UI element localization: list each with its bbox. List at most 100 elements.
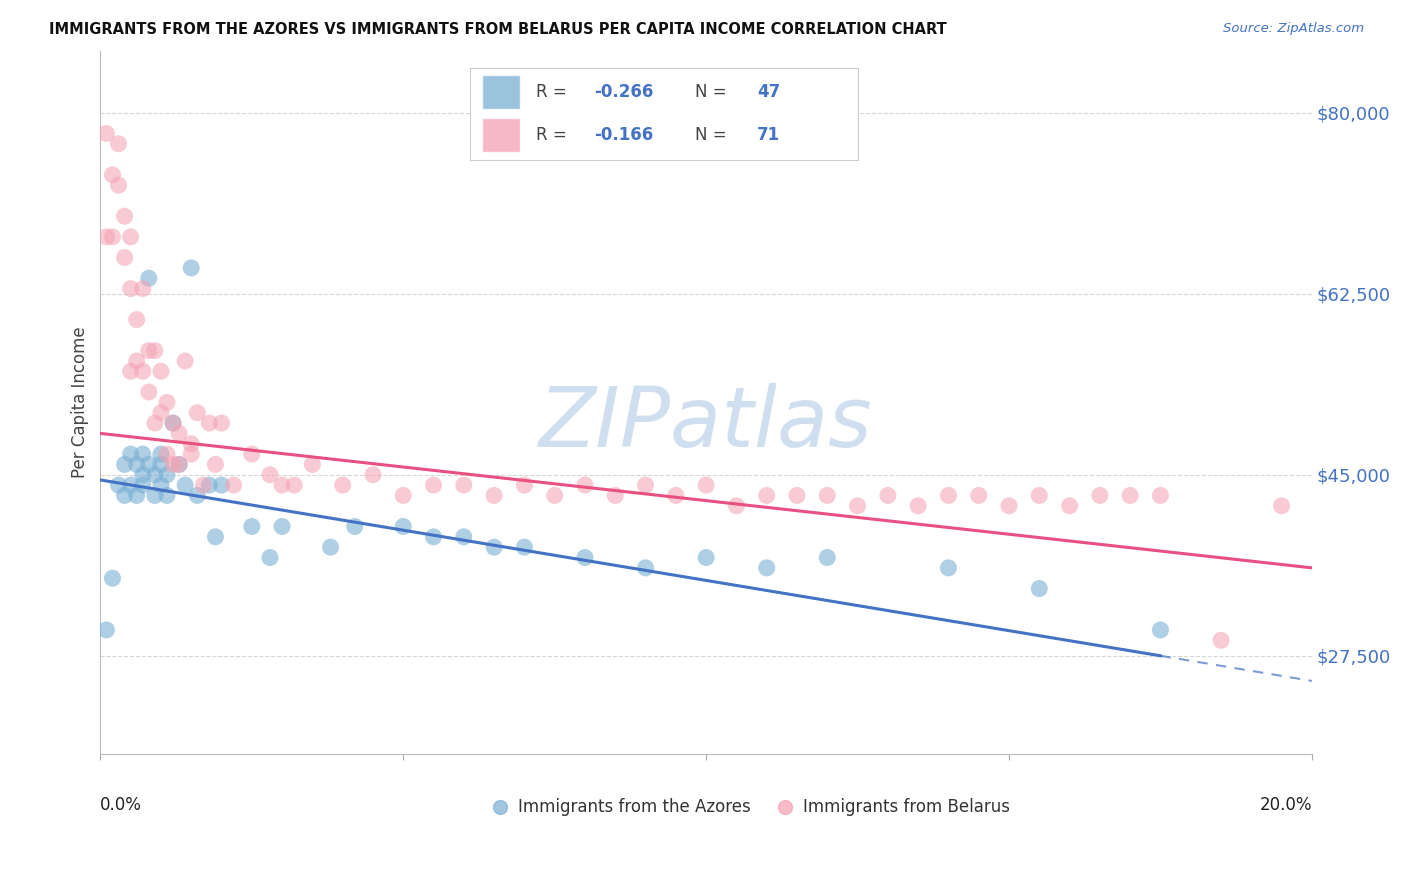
Text: 0.0%: 0.0% — [100, 797, 142, 814]
Point — [143, 467, 166, 482]
Point — [114, 458, 136, 472]
Point — [574, 550, 596, 565]
Point — [198, 478, 221, 492]
Point — [138, 384, 160, 399]
Point — [114, 209, 136, 223]
Point — [174, 354, 197, 368]
Point — [319, 540, 342, 554]
Point — [167, 458, 190, 472]
Point — [1149, 488, 1171, 502]
Point — [162, 458, 184, 472]
Point — [605, 488, 627, 502]
Point — [125, 354, 148, 368]
Point — [186, 406, 208, 420]
Point — [193, 478, 215, 492]
Point — [301, 458, 323, 472]
Point — [167, 458, 190, 472]
Point — [120, 230, 142, 244]
Point — [180, 436, 202, 450]
Point — [132, 478, 155, 492]
Point — [513, 478, 536, 492]
Point — [180, 260, 202, 275]
Point — [211, 478, 233, 492]
Point — [815, 550, 838, 565]
Point — [101, 571, 124, 585]
Text: Immigrants from Belarus: Immigrants from Belarus — [803, 797, 1010, 816]
Point — [114, 488, 136, 502]
Point — [120, 282, 142, 296]
Point — [138, 458, 160, 472]
Point — [544, 488, 567, 502]
Point — [143, 343, 166, 358]
Point — [120, 364, 142, 378]
Point — [120, 447, 142, 461]
Point — [1059, 499, 1081, 513]
Text: IMMIGRANTS FROM THE AZORES VS IMMIGRANTS FROM BELARUS PER CAPITA INCOME CORRELAT: IMMIGRANTS FROM THE AZORES VS IMMIGRANTS… — [49, 22, 948, 37]
Point — [143, 488, 166, 502]
Point — [156, 395, 179, 409]
Point — [1028, 582, 1050, 596]
Point — [453, 478, 475, 492]
Point — [240, 519, 263, 533]
Point — [938, 561, 960, 575]
Point — [186, 488, 208, 502]
Point — [1149, 623, 1171, 637]
Point — [125, 458, 148, 472]
Text: Source: ZipAtlas.com: Source: ZipAtlas.com — [1223, 22, 1364, 36]
Point — [634, 561, 657, 575]
Point — [149, 406, 172, 420]
Point — [876, 488, 898, 502]
Point — [453, 530, 475, 544]
Point — [149, 458, 172, 472]
Point — [132, 467, 155, 482]
Point — [174, 478, 197, 492]
Point — [755, 488, 778, 502]
Point — [101, 230, 124, 244]
Point — [392, 519, 415, 533]
Point — [107, 178, 129, 193]
Point — [240, 447, 263, 461]
Point — [180, 447, 202, 461]
Point — [156, 467, 179, 482]
Point — [1028, 488, 1050, 502]
Point — [132, 447, 155, 461]
Point — [574, 478, 596, 492]
Point — [125, 312, 148, 326]
Point — [482, 540, 505, 554]
Point — [361, 467, 384, 482]
Point — [114, 251, 136, 265]
Point — [725, 499, 748, 513]
Point — [1088, 488, 1111, 502]
Point — [120, 478, 142, 492]
Point — [755, 561, 778, 575]
Point — [846, 499, 869, 513]
Point — [695, 550, 717, 565]
Point — [125, 488, 148, 502]
Point — [101, 168, 124, 182]
Point — [271, 519, 294, 533]
Point — [149, 478, 172, 492]
Point — [96, 623, 118, 637]
Point — [143, 416, 166, 430]
Point — [422, 530, 444, 544]
Point — [96, 127, 118, 141]
Point — [204, 530, 226, 544]
Point — [392, 488, 415, 502]
Point — [149, 447, 172, 461]
Point — [211, 416, 233, 430]
Point — [107, 478, 129, 492]
Point — [1271, 499, 1294, 513]
Point — [132, 282, 155, 296]
Point — [167, 426, 190, 441]
Point — [343, 519, 366, 533]
Point — [204, 458, 226, 472]
Point — [1119, 488, 1142, 502]
Point — [162, 416, 184, 430]
Point — [198, 416, 221, 430]
Point — [138, 343, 160, 358]
Y-axis label: Per Capita Income: Per Capita Income — [72, 326, 89, 478]
Point — [156, 447, 179, 461]
Point — [138, 271, 160, 285]
Point — [967, 488, 990, 502]
Point — [132, 364, 155, 378]
